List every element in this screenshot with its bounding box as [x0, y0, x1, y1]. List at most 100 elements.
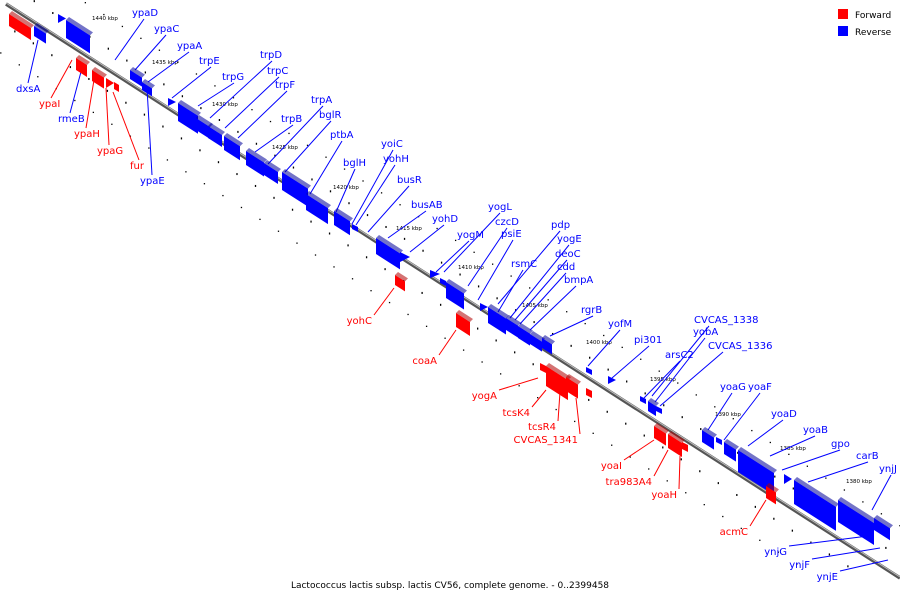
- legend-reverse-swatch: [838, 26, 848, 36]
- gene-label: trpG: [222, 72, 244, 83]
- gene-body: [794, 480, 836, 531]
- track-dot: [348, 202, 350, 205]
- track-dot: [329, 190, 332, 193]
- gene-leader-line: [839, 559, 889, 572]
- gene-block: [586, 388, 592, 398]
- gene-label: ypaA: [177, 41, 202, 52]
- gene-body: [224, 136, 240, 161]
- track-dot: [214, 85, 216, 87]
- gene-leader-line: [519, 272, 567, 325]
- gene-block: [246, 148, 267, 177]
- track-dot: [510, 275, 512, 277]
- gene-body: [456, 313, 470, 336]
- gene-top-face: [306, 191, 331, 209]
- scale-label: 1390 kbp: [715, 412, 741, 418]
- gene-block: [334, 208, 353, 236]
- track-dot: [680, 458, 682, 461]
- gene-label: trpD: [260, 50, 282, 61]
- gene-label: bglH: [343, 158, 366, 169]
- gene-label: yoaD: [771, 409, 797, 420]
- track-dot: [385, 225, 387, 228]
- gene-body: [196, 118, 210, 139]
- track-dot: [603, 334, 605, 337]
- gene-label: trpE: [199, 56, 220, 67]
- gene-block: [546, 363, 571, 401]
- gene-block: [130, 67, 145, 87]
- track-dot: [843, 489, 846, 491]
- gene-top-face: [130, 67, 145, 78]
- gene-label: yoaF: [748, 382, 772, 393]
- track-dot: [629, 456, 631, 458]
- gene-block: [440, 278, 446, 286]
- gene-leader-line: [467, 227, 508, 287]
- gene-sliver: [586, 367, 592, 375]
- track-dot: [52, 12, 54, 15]
- track-dot: [621, 346, 623, 349]
- track-dot: [177, 61, 179, 63]
- track-dot: [862, 501, 864, 503]
- track-dot: [292, 166, 295, 169]
- gene-leader-line: [871, 474, 892, 511]
- track-dot: [218, 119, 221, 122]
- track-dot: [777, 551, 779, 553]
- track-dot: [399, 204, 401, 206]
- track-dot: [607, 368, 609, 371]
- gene-label: ptbA: [330, 130, 354, 141]
- gene-body: [738, 450, 774, 496]
- gene-top-face: [566, 374, 581, 385]
- track-dot: [251, 109, 253, 111]
- scale-label: 1430 kbp: [212, 102, 238, 108]
- gene-leader-line: [254, 124, 294, 153]
- scale-label: 1395 kbp: [650, 377, 676, 383]
- gene-body: [566, 377, 578, 399]
- gene-block: [766, 483, 779, 505]
- gene-leader-line: [409, 224, 445, 253]
- track-dot: [681, 416, 683, 419]
- gene-block: [430, 270, 440, 278]
- gene-body: [76, 58, 87, 78]
- gene-block: [196, 115, 213, 139]
- gene-label: pdp: [551, 220, 570, 231]
- gene-block: [92, 67, 107, 89]
- gene-arrow: [430, 270, 440, 278]
- gene-top-face: [334, 208, 353, 222]
- track-dot: [440, 261, 443, 264]
- gene-label: trpF: [275, 80, 295, 91]
- gene-label: yoaH: [651, 490, 677, 501]
- gene-label: yoaI: [601, 461, 622, 472]
- gene-leader-line: [284, 120, 332, 173]
- gene-top-face: [874, 515, 893, 529]
- gene-body: [246, 151, 264, 177]
- gene-block: [640, 396, 646, 404]
- gene-leader-line: [355, 164, 396, 226]
- gene-leader-line: [643, 360, 681, 399]
- gene-block: [264, 160, 281, 184]
- gene-body: [376, 238, 400, 270]
- gene-body: [668, 434, 682, 457]
- gene-leader-line: [85, 79, 95, 129]
- track-dot: [92, 111, 95, 114]
- track-dot: [722, 515, 724, 518]
- gene-block: [34, 23, 49, 44]
- gene-sliver: [540, 363, 546, 373]
- track-dot: [737, 451, 739, 454]
- scale-label: 1435 kbp: [152, 60, 178, 66]
- gene-leader-line: [267, 105, 324, 165]
- gene-leader-line: [335, 168, 356, 213]
- track-dot: [343, 168, 346, 170]
- track-dot: [736, 493, 738, 496]
- gene-leader-line: [497, 269, 524, 313]
- gene-body: [130, 70, 142, 87]
- track-dot: [847, 565, 849, 568]
- track-dot: [421, 291, 423, 294]
- track-dot: [514, 351, 516, 354]
- track-dot: [677, 382, 679, 384]
- gene-block: [738, 447, 777, 496]
- gene-top-face: [178, 100, 201, 116]
- gene-sliver: [352, 224, 358, 232]
- gene-top-face: [654, 423, 669, 434]
- track-dot: [703, 503, 705, 506]
- gene-body: [488, 307, 506, 335]
- gene-label: pi301: [634, 335, 662, 346]
- gene-label: tcsR4: [528, 422, 556, 433]
